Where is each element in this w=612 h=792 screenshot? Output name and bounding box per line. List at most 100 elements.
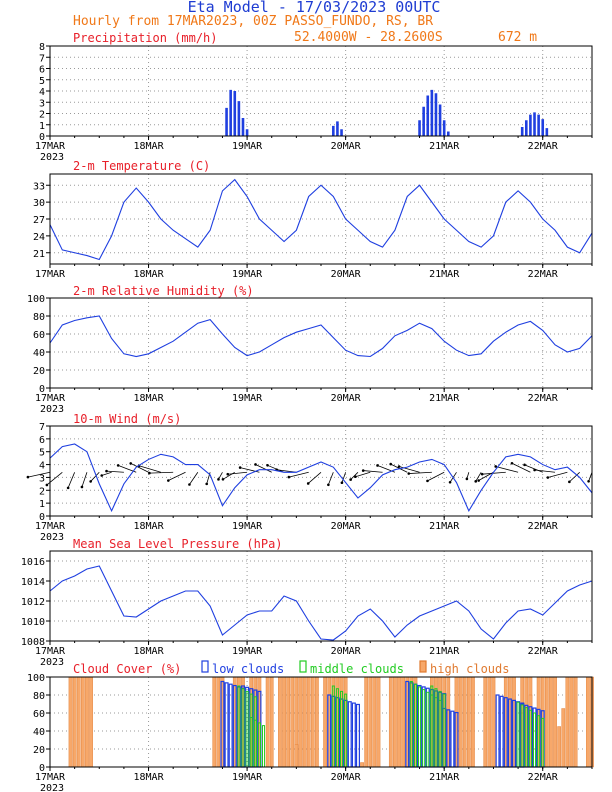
wind-barb — [475, 472, 482, 482]
wind-barb-head — [205, 482, 209, 486]
high-cloud-bar — [302, 676, 307, 768]
x-tick-label: 19MAR — [232, 269, 263, 280]
high-cloud-bar — [487, 676, 492, 768]
wind-barb — [240, 467, 260, 473]
wind-barb — [427, 471, 445, 482]
wind-barb-head — [477, 479, 480, 482]
wind-barb-head — [568, 480, 571, 484]
x-tick-label: 22MAR — [528, 521, 559, 532]
precip-bar — [229, 89, 232, 136]
x-tick-label: 20MAR — [331, 772, 362, 783]
high-cloud-bar — [544, 676, 549, 768]
y-tick-label: 40 — [33, 727, 45, 738]
wind-barb — [363, 470, 383, 473]
precip-bar — [426, 95, 430, 136]
wind-barb — [482, 471, 506, 475]
y-tick-label: 100 — [27, 673, 45, 684]
wind-barb-head — [66, 486, 70, 490]
x-tick-label: 18MAR — [133, 269, 164, 280]
legend-high-clouds-swatch — [419, 660, 427, 673]
y-tick-label: 60 — [33, 709, 45, 720]
y-tick-label: 4 — [39, 461, 45, 472]
high-cloud-bar — [368, 676, 373, 768]
year-label: 2023 — [40, 152, 64, 163]
precip-bar — [237, 101, 241, 136]
high-cloud-bar — [76, 676, 81, 768]
high-cloud-bar — [458, 676, 463, 768]
x-tick-label: 17MAR — [35, 269, 66, 280]
x-tick-label: 22MAR — [528, 772, 559, 783]
high-cloud-bar — [216, 676, 221, 768]
y-tick-label: 80 — [33, 312, 45, 323]
wind-barb — [46, 471, 63, 486]
high-cloud-bar — [315, 676, 319, 768]
high-cloud-bar — [286, 676, 290, 768]
low-cloud-bar — [228, 683, 233, 768]
precip-bar — [529, 114, 532, 136]
panel-title: Mean Sea Level Pressure (hPa) — [73, 537, 283, 551]
panel-title: 2-m Temperature (C) — [73, 159, 210, 173]
panel-4: 0 1 2 34 5 6 7 17MAR 18MAR 19MAR 20MAR 21MAR 22MAR 20… — [26, 412, 593, 543]
low-cloud-bar — [351, 702, 356, 768]
high-cloud-bar — [372, 676, 377, 768]
y-tick-label: 3 — [39, 98, 45, 109]
forecast-info: Hourly from 17MAR2023, 00Z PASSO_FUNDO, … — [73, 14, 433, 29]
wind-barb — [189, 472, 199, 485]
high-cloud-bar — [561, 708, 566, 768]
y-tick-label: 1008 — [21, 637, 45, 648]
wind-barb-head — [287, 475, 291, 479]
wind-barb — [168, 471, 186, 481]
x-tick-label: 17MAR — [35, 772, 66, 783]
model-title: Eta Model - 17/03/2023 00UTC — [188, 0, 441, 16]
high-cloud-bar — [89, 676, 93, 768]
x-tick-label: 20MAR — [331, 269, 362, 280]
high-cloud-bar — [586, 676, 590, 768]
legend-middle-clouds: middle clouds — [310, 662, 404, 676]
wind-barb — [350, 472, 359, 480]
high-cloud-bar — [466, 676, 471, 768]
precip-bar — [430, 89, 434, 136]
low-cloud-bar — [450, 710, 455, 768]
high-cloud-bar — [294, 744, 299, 768]
wind-barbs — [26, 461, 593, 490]
wind-barb-head — [465, 477, 469, 481]
panel-frame — [49, 676, 593, 768]
legend-low-clouds: low clouds — [212, 662, 284, 676]
wind-barb — [408, 471, 432, 474]
wind-barb — [81, 472, 88, 488]
wind-barb-head — [89, 480, 92, 483]
high-cloud-bar — [376, 676, 381, 768]
precip-bar — [525, 120, 528, 136]
x-tick-label: 18MAR — [133, 521, 164, 532]
panel-title: 10-m Wind (m/s) — [73, 412, 181, 426]
y-tick-label: 27 — [33, 215, 45, 226]
wind-barb-head — [116, 464, 120, 467]
x-tick-label: 17MAR — [35, 393, 66, 404]
wind-barb-head — [361, 469, 365, 472]
wind-barb-head — [426, 479, 429, 483]
high-cloud-bar — [557, 726, 561, 768]
wind-barb — [341, 472, 347, 483]
high-cloud-bar — [265, 676, 270, 768]
wind-barb — [101, 471, 112, 476]
wind-barb-head — [129, 462, 133, 465]
wind-barb — [149, 471, 174, 474]
high-cloud-bar — [549, 676, 553, 768]
wind-barb-head — [340, 481, 344, 485]
panel-6: 0 20 40 60 80 100 17MAR 18MAR 19MAR 20MAR 21MAR 22M… — [27, 660, 594, 792]
y-tick-label: 60 — [33, 330, 45, 341]
low-cloud-bar — [355, 703, 360, 768]
wind-barb-head — [474, 480, 478, 483]
y-tick-label: 6 — [39, 65, 45, 76]
precip-bar — [422, 106, 425, 136]
wind-barb-head — [105, 469, 108, 473]
x-tick-label: 19MAR — [232, 772, 263, 783]
y-tick-label: 30 — [33, 198, 45, 209]
x-tick-label: 19MAR — [232, 521, 263, 532]
x-tick-label: 17MAR — [35, 646, 66, 657]
panel-5: 1008 1010 1012 1014 1016 17MAR 18MAR 19MAR 20MAR… — [21, 537, 593, 668]
y-tick-label: 24 — [33, 232, 45, 243]
y-tick-label: 40 — [33, 348, 45, 359]
high-cloud-bar — [483, 676, 488, 768]
precip-bar — [340, 129, 343, 136]
